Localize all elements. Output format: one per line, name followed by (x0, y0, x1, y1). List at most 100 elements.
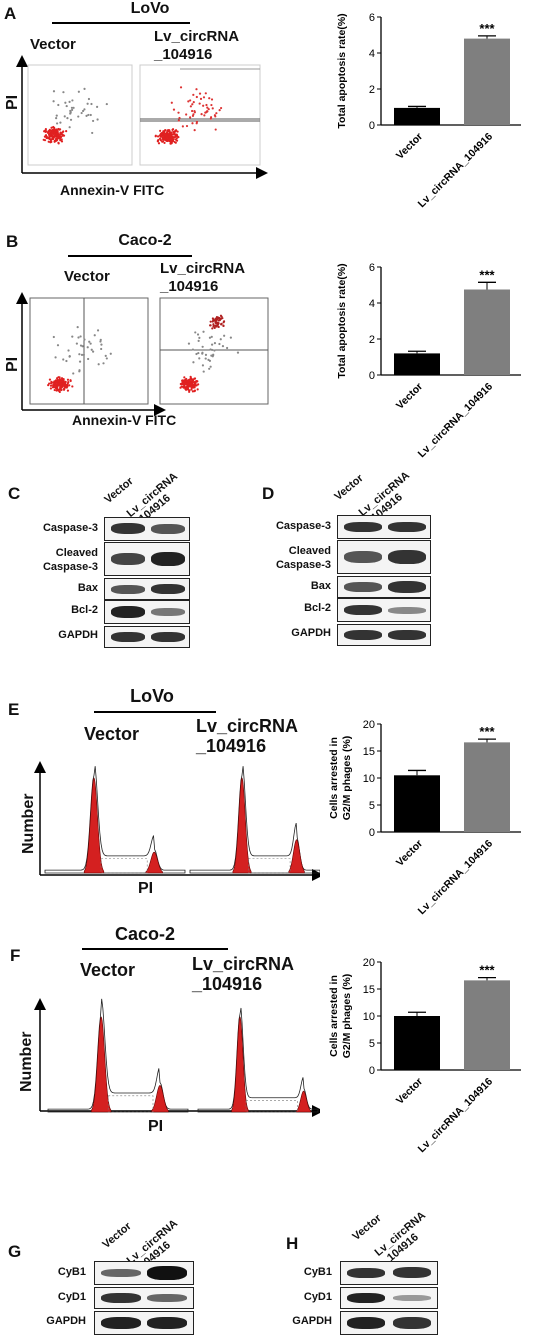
blot-label-cyb1-g: CyB1 (57, 1266, 86, 1278)
dotplot-vector (29, 297, 149, 405)
blot-strip-cleaved-c (104, 542, 190, 576)
y-axis-title-line1: Cells arrested in (328, 975, 340, 1057)
group-label-treated-a-line2: _104916 (154, 46, 213, 63)
y-tick-label: 6 (369, 262, 375, 274)
column-label-vector-c: Vector (102, 475, 136, 506)
g2m-peak (288, 839, 305, 874)
cell-line-title-f: Caco-2 (114, 924, 176, 944)
x-tick-label: Vector (394, 381, 425, 412)
y-tick-label: 10 (363, 1011, 375, 1023)
x-tick-label: Vector (394, 131, 425, 162)
group-label-treated-a: Lv_circRNA _104916 (154, 28, 239, 64)
blot-label-cyb1-h: CyB1 (303, 1266, 332, 1278)
blot-label-cleaved-c-line2: Caspase-3 (42, 561, 98, 573)
cell-line-title-a: LoVo (130, 0, 170, 17)
axes: 0 5 10 15 20 (363, 719, 521, 839)
bar-chart-f: 0 5 10 15 20 Cells arrested inG2/M phages (%)… (328, 957, 521, 1156)
blot-label-cleaved-c-line1: Cleaved (55, 547, 98, 559)
blot-strip-cyd1-h (340, 1287, 438, 1309)
x-tick-label: Lv_circRNA_104916 (416, 381, 496, 461)
blot-label-cyd1-h: CyD1 (303, 1291, 332, 1303)
group-label-treated-f-line1: Lv_circRNA (192, 954, 295, 974)
blot-label-caspase3-d: Caspase-3 (275, 520, 331, 532)
cell-cluster-vector (47, 376, 74, 394)
group-label-treated-e: Lv_circRNA _104916 (196, 716, 298, 756)
y-axis-label-a: PI (4, 94, 21, 110)
s-phase-region (245, 1100, 298, 1113)
scatter-noise-treated (170, 86, 223, 132)
panel-label-b: B (6, 232, 19, 251)
blot-label-bcl2-c: Bcl-2 (71, 604, 98, 616)
blot-strip-bcl2-d (337, 598, 431, 622)
blot-strip-gapdh-d (337, 624, 431, 646)
blot-label-cleaved-d: Cleaved Caspase-3 (255, 544, 331, 572)
dotplot-vector (27, 64, 133, 166)
column-label-vector-h: Vector (350, 1212, 384, 1243)
y-tick-label: 5 (369, 1038, 375, 1050)
histogram-treated (189, 766, 320, 874)
cell-cluster-treated (154, 128, 180, 145)
flow-cytometry-plots-a (16, 55, 268, 179)
x-tick-label: Vector (394, 1076, 425, 1107)
group-label-vector-f: Vector (80, 960, 136, 980)
cell-cycle-histograms-f (34, 998, 320, 1117)
blot-strip-cyd1-g (94, 1287, 194, 1309)
cell-line-underline-f (82, 948, 228, 950)
histogram-vector (47, 998, 189, 1113)
y-tick-label: 6 (369, 12, 375, 24)
blot-label-gapdh-h: GAPDH (292, 1315, 332, 1327)
y-tick-label: 0 (369, 1065, 375, 1077)
scatter-noise-treated (187, 330, 240, 373)
y-axis-title-line2: G2/M phages (%) (341, 974, 353, 1059)
y-axis-title-line1: Cells arrested in (328, 737, 340, 819)
bar-treated (464, 289, 510, 375)
cell-cluster-vector (42, 125, 68, 145)
blot-label-gapdh-d: GAPDH (291, 627, 331, 639)
panel-label-g: G (8, 1242, 22, 1261)
cell-line-underline-b (68, 255, 192, 257)
y-tick-label: 10 (363, 773, 375, 785)
group-label-treated-a-line1: Lv_circRNA (154, 28, 240, 45)
y-axis-title: Cells arrested inG2/M phages (%) (328, 974, 353, 1059)
panel-label-e: E (8, 700, 20, 719)
y-axis-title: Total apoptosis rate(%) (336, 13, 348, 128)
panel-label-a: A (4, 4, 17, 23)
x-tick-label: Lv_circRNA_104916 (416, 1076, 496, 1156)
y-tick-label: 2 (369, 84, 375, 96)
blot-label-gapdh-g: GAPDH (46, 1315, 86, 1327)
x-tick-label: Lv_circRNA_104916 (416, 131, 496, 211)
group-label-treated-b-line1: Lv_circRNA (160, 260, 246, 277)
bar-treated (464, 980, 510, 1070)
bar-vector (394, 1016, 440, 1070)
significance-marker: *** (479, 267, 495, 282)
cell-line-title-e: LoVo (130, 686, 174, 706)
blot-strip-gapdh-h (340, 1311, 438, 1335)
blot-strip-caspase3-c (104, 517, 190, 541)
y-axis-title: Total apoptosis rate(%) (336, 263, 348, 378)
blot-label-bax-d: Bax (310, 580, 331, 592)
blot-strip-cyb1-g (94, 1261, 194, 1285)
panel-label-f: F (10, 946, 21, 965)
blot-strip-caspase3-d (337, 515, 431, 539)
bar-chart-e: 0 5 10 15 20 Cells arrested inG2/M phages (%)… (328, 719, 521, 917)
s-phase-region (100, 858, 148, 874)
scatter-noise-vector (52, 87, 108, 135)
y-tick-label: 0 (369, 370, 375, 382)
bar-vector (394, 353, 440, 375)
cell-line-title-b: Caco-2 (118, 232, 172, 249)
group-label-vector-a: Vector (30, 36, 76, 53)
g2m-peak (145, 851, 163, 874)
y-tick-label: 20 (363, 957, 375, 969)
y-tick-label: 20 (363, 719, 375, 731)
g1-peak (232, 777, 252, 874)
x-axis-label-b: Annexin-V FITC (72, 412, 177, 428)
blot-strip-gapdh-g (94, 1311, 194, 1335)
bar-vector (394, 107, 440, 125)
cell-cycle-histograms-e (34, 761, 320, 881)
flow-cytometry-plots-b (16, 292, 269, 416)
group-label-vector-b: Vector (64, 268, 110, 285)
blot-label-cleaved-d-line2: Caspase-3 (275, 559, 331, 571)
panel-label-h: H (286, 1234, 299, 1253)
column-label-vector-g: Vector (100, 1220, 134, 1251)
y-tick-label: 2 (369, 334, 375, 346)
